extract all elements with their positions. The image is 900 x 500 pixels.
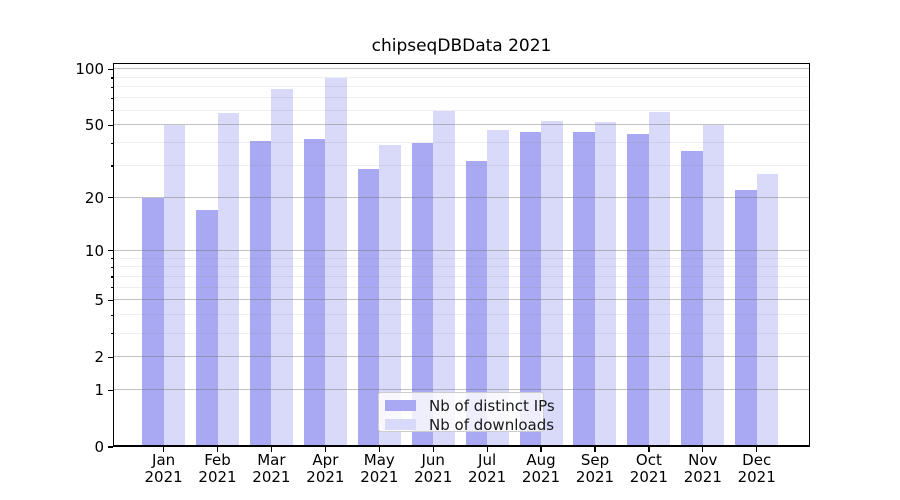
bar-ips-apr	[303, 139, 326, 447]
x-tick-oct	[648, 447, 650, 452]
x-tick-label-nov: Nov 2021	[683, 451, 722, 486]
x-tick-nov	[702, 447, 704, 452]
y-tick-5	[108, 299, 113, 301]
x-tick-label-jun: Jun 2021	[414, 451, 453, 486]
y-minor-tick-80	[110, 86, 113, 89]
y-tick-20	[108, 197, 113, 199]
bar-downloads-jul	[487, 130, 509, 447]
x-tick-label-aug: Aug 2021	[521, 451, 561, 486]
bar-ips-jul	[465, 160, 488, 447]
x-tick-label-apr: Apr 2021	[306, 451, 345, 486]
bar-ips-may	[357, 168, 380, 447]
bar-ips-oct	[627, 133, 649, 447]
y-minor-tick-70	[110, 97, 113, 99]
bar-ips-aug	[519, 131, 542, 447]
gridline-minor-80	[113, 86, 810, 88]
bar-ips-mar	[249, 141, 272, 447]
bar-ips-jan	[142, 197, 164, 447]
x-tick-label-jan: Jan 2021	[144, 451, 183, 486]
legend-label-downloads: Nb of downloads	[429, 416, 555, 434]
y-tick-label-50: 50	[84, 116, 104, 135]
legend: Nb of distinct IPs Nb of downloads	[378, 392, 555, 434]
y-minor-tick-40	[110, 142, 113, 144]
x-tick-jun	[432, 447, 434, 452]
bar-downloads-sep	[594, 122, 617, 447]
y-minor-tick-4	[110, 314, 113, 317]
bar-downloads-apr	[325, 77, 347, 447]
y-tick-label-100: 100	[75, 60, 104, 79]
bar-ips-sep	[573, 131, 595, 447]
x-tick-label-sep: Sep 2021	[575, 451, 615, 486]
x-tick-label-oct: Oct 2021	[629, 451, 668, 486]
y-tick-10	[108, 250, 113, 252]
x-tick-jul	[486, 447, 488, 452]
legend-swatch-distinct-ips	[385, 400, 416, 411]
y-tick-100	[108, 68, 113, 70]
gridline-major-100	[113, 68, 810, 70]
y-tick-label-10: 10	[84, 241, 104, 260]
y-minor-tick-6	[110, 287, 113, 289]
y-tick-1	[108, 389, 113, 391]
y-minor-tick-30	[110, 165, 113, 167]
bar-downloads-nov	[702, 125, 725, 447]
y-tick-label-20: 20	[84, 188, 104, 207]
y-minor-tick-8	[110, 266, 113, 268]
legend-swatch-downloads	[385, 419, 416, 430]
x-tick-dec	[756, 447, 758, 452]
bar-ips-feb	[196, 210, 218, 447]
legend-label-distinct-ips: Nb of distinct IPs	[429, 397, 555, 415]
x-tick-apr	[324, 447, 327, 452]
bar-downloads-may	[379, 145, 401, 447]
gridline-minor-90	[113, 76, 810, 78]
y-minor-tick-90	[110, 77, 113, 79]
x-tick-sep	[594, 447, 596, 452]
x-tick-label-dec: Dec 2021	[737, 451, 776, 486]
top-spine	[113, 63, 810, 65]
x-tick-aug	[540, 447, 542, 452]
y-tick-2	[108, 356, 113, 358]
x-axis-spine	[113, 445, 810, 447]
y-tick-label-0: 0	[94, 438, 104, 456]
bar-downloads-oct	[648, 111, 671, 447]
x-tick-label-jul: Jul 2021	[468, 451, 507, 486]
bar-ips-nov	[681, 151, 703, 447]
chart-title: chipseqDBData 2021	[371, 36, 552, 56]
bar-downloads-jun	[433, 110, 455, 447]
bar-ips-dec	[735, 190, 757, 447]
bar-downloads-dec	[756, 174, 779, 447]
y-minor-tick-7	[110, 276, 113, 278]
x-tick-label-may: May 2021	[360, 451, 399, 486]
y-tick-label-5: 5	[94, 291, 104, 310]
y-minor-tick-3	[110, 333, 113, 335]
y-tick-label-2: 2	[94, 348, 104, 367]
y-minor-tick-60	[110, 110, 113, 112]
x-tick-label-feb: Feb 2021	[198, 451, 237, 486]
bar-downloads-aug	[541, 120, 563, 447]
gridline-minor-70	[113, 97, 810, 99]
y-minor-tick-9	[110, 258, 113, 260]
gridline-minor-60	[113, 109, 810, 111]
x-tick-feb	[216, 447, 219, 452]
x-tick-jan	[163, 447, 165, 452]
x-tick-may	[378, 447, 380, 452]
bar-downloads-jan	[163, 125, 186, 447]
right-spine	[808, 63, 810, 447]
bar-downloads-mar	[271, 89, 293, 447]
plot-area	[113, 63, 810, 447]
y-tick-0	[108, 446, 113, 448]
x-tick-mar	[270, 447, 273, 452]
bar-downloads-feb	[217, 113, 240, 447]
y-tick-50	[108, 124, 113, 126]
x-tick-label-mar: Mar 2021	[252, 451, 291, 486]
bar-ips-jun	[411, 143, 434, 447]
y-tick-label-1: 1	[94, 381, 104, 400]
left-spine	[113, 63, 115, 447]
